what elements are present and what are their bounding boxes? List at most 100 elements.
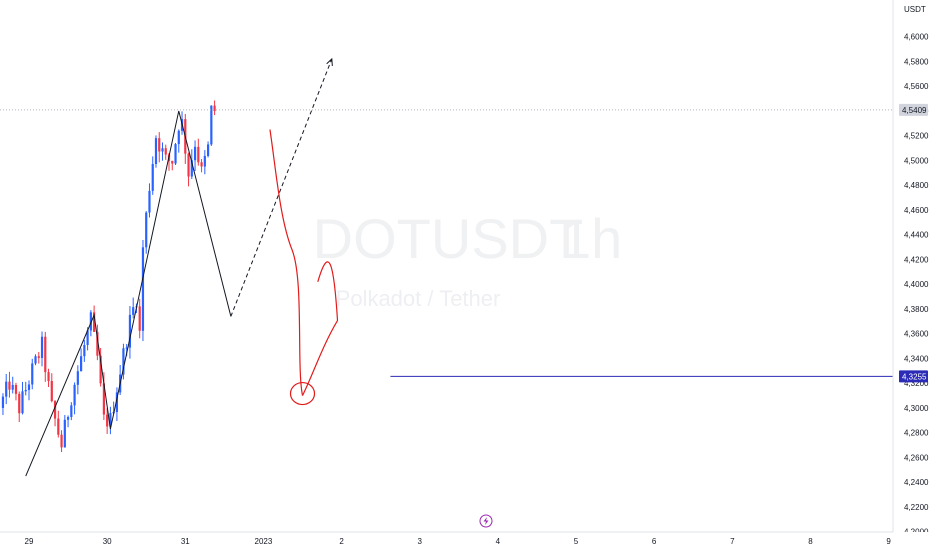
candle — [206, 141, 210, 158]
time-tick-label: 9 — [886, 537, 891, 546]
candle — [60, 430, 63, 453]
swing-line[interactable] — [25, 110, 232, 477]
time-tick-label: 3 — [417, 537, 422, 546]
candle — [73, 382, 76, 415]
candle — [154, 135, 158, 168]
red-rise-path[interactable] — [301, 261, 339, 396]
candle — [83, 340, 86, 362]
level-price-badge: 4,3255 — [899, 370, 928, 383]
time-axis[interactable]: 29 30 31 2023 2 3 4 5 6 7 8 9 — [0, 531, 932, 550]
candle — [171, 160, 174, 171]
candle — [109, 406, 112, 435]
price-tick-label: 4,2200 — [904, 503, 929, 512]
candle — [76, 365, 79, 395]
candle — [200, 159, 203, 173]
current-price-badge: 4,5409 — [899, 103, 928, 116]
candle — [99, 348, 102, 387]
candle — [70, 402, 73, 421]
price-tick-label: 4,3400 — [904, 354, 929, 363]
time-tick-label: 2 — [339, 537, 344, 546]
time-tick-label: 30 — [103, 537, 112, 546]
time-tick-label: 4 — [496, 537, 501, 546]
candle — [106, 408, 109, 434]
candle — [177, 129, 180, 153]
candle — [8, 371, 11, 398]
candle — [115, 387, 119, 421]
candle — [44, 331, 47, 382]
candle — [96, 324, 99, 361]
candle — [187, 152, 190, 187]
candle — [151, 156, 154, 195]
candle — [14, 382, 18, 401]
candle — [141, 240, 145, 342]
candle — [47, 368, 50, 387]
time-tick-label: 2023 — [255, 537, 273, 546]
candle — [122, 343, 125, 380]
price-tick-label: 4,4800 — [904, 181, 929, 190]
watermark-description: Polkadot / Tether — [336, 286, 501, 311]
price-tick-label: 4,3000 — [904, 404, 929, 413]
candle — [34, 354, 37, 366]
price-tick-label: 4,2800 — [904, 429, 929, 438]
candle — [66, 415, 70, 428]
price-tick-label: 4,5800 — [904, 57, 929, 66]
candle — [164, 144, 167, 160]
candle — [50, 373, 53, 403]
time-tick-label: 6 — [652, 537, 657, 546]
price-tick-label: 4,2600 — [904, 453, 929, 462]
candle — [213, 100, 216, 116]
watermark-interval: 1h — [560, 207, 622, 270]
candle — [161, 142, 164, 161]
candle — [138, 298, 141, 339]
candle — [158, 132, 161, 163]
projection-arrowhead — [326, 57, 333, 66]
candle — [128, 306, 132, 359]
price-tick-label: 4,6000 — [904, 33, 929, 42]
watermark: DOTUSDT 1h Polkadot / Tether — [313, 207, 623, 311]
time-tick-label: 31 — [181, 537, 190, 546]
candle — [1, 393, 5, 415]
price-tick-label: 4,5200 — [904, 132, 929, 141]
candle — [203, 150, 206, 175]
price-tick-label: 4,4200 — [904, 255, 929, 264]
candle — [63, 414, 66, 448]
candle — [5, 374, 8, 405]
candle — [193, 140, 197, 172]
svg-text:4,5409: 4,5409 — [902, 106, 927, 115]
time-tick-label: 5 — [574, 537, 579, 546]
svg-text:4,3255: 4,3255 — [902, 372, 927, 381]
candle — [18, 391, 21, 422]
candle — [57, 410, 60, 438]
price-axis[interactable]: USDT 4,60004,58004,56004,54004,52004,500… — [892, 0, 932, 537]
projection-dashed-line[interactable] — [230, 58, 333, 317]
candle — [24, 381, 27, 396]
price-tick-label: 4,4000 — [904, 280, 929, 289]
candle — [40, 331, 44, 367]
candle — [21, 381, 24, 415]
red-drop-path[interactable] — [269, 129, 304, 396]
price-tick-label: 4,4600 — [904, 206, 929, 215]
candle — [53, 400, 57, 427]
candle — [174, 142, 177, 165]
currency-label: USDT — [904, 5, 926, 14]
candle — [11, 376, 14, 394]
candle — [31, 358, 34, 390]
candle — [132, 297, 135, 319]
price-tick-label: 4,3200 — [904, 379, 929, 388]
candle — [210, 105, 213, 146]
candle — [37, 352, 40, 364]
candle — [145, 211, 148, 254]
price-tick-label: 4,3800 — [904, 305, 929, 314]
lightning-icon[interactable] — [479, 514, 493, 528]
price-tick-label: 4,5000 — [904, 156, 929, 165]
time-tick-label: 7 — [730, 537, 735, 546]
price-tick-label: 4,4400 — [904, 231, 929, 240]
candle — [148, 183, 151, 218]
time-tick-label: 29 — [25, 537, 34, 546]
price-tick-label: 4,5600 — [904, 82, 929, 91]
drawings — [0, 57, 893, 477]
price-tick-label: 4,2400 — [904, 478, 929, 487]
red-target-circle[interactable] — [289, 381, 316, 406]
candle — [93, 305, 96, 333]
